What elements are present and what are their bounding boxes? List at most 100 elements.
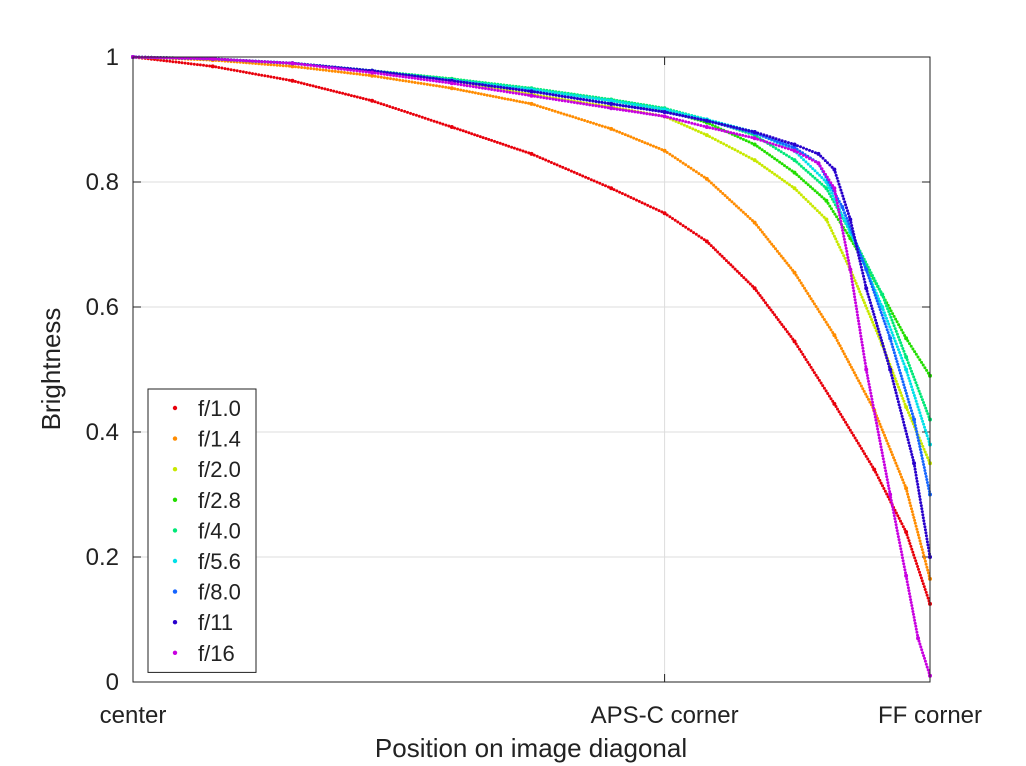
- curve-dot: [911, 550, 915, 554]
- curve-dot: [591, 96, 595, 100]
- curve-dot: [819, 381, 823, 385]
- curve-dot: [781, 142, 785, 145]
- curve-dot: [765, 140, 769, 144]
- curve-dot: [911, 610, 915, 613]
- curve-dot: [382, 103, 386, 107]
- curve-dot: [750, 129, 754, 133]
- curve-dot: [717, 122, 721, 126]
- curve-dot: [925, 478, 929, 481]
- curve-dot: [797, 162, 801, 166]
- curve-dot: [855, 244, 858, 248]
- curve-dot: [382, 76, 386, 80]
- curve-dot: [583, 119, 587, 122]
- curve-dot: [539, 95, 543, 99]
- curve-dot: [787, 332, 791, 336]
- curve-dot: [849, 221, 853, 224]
- curve-dot: [805, 155, 808, 159]
- curve-dot: [892, 382, 896, 386]
- curve-dot: [918, 448, 922, 451]
- curve-dot: [560, 99, 564, 103]
- curve-dot: [700, 236, 704, 240]
- data-point: [904, 405, 909, 409]
- data-point: [792, 148, 797, 153]
- curve-dot: [471, 85, 475, 89]
- data-point: [529, 89, 534, 94]
- curve-dot: [877, 330, 881, 334]
- curve-dot: [806, 200, 810, 204]
- curve-dot: [657, 109, 661, 113]
- data-point: [840, 205, 845, 209]
- curve-dot: [835, 215, 839, 219]
- curve-dot: [872, 290, 876, 294]
- curve-dot: [836, 179, 840, 183]
- curve-dot: [254, 62, 258, 65]
- curve-dot: [518, 100, 522, 104]
- curve-dot: [604, 184, 607, 188]
- legend-marker: [172, 589, 178, 594]
- curve-dot: [892, 336, 896, 340]
- curve-dot: [676, 220, 680, 224]
- data-point: [704, 125, 709, 129]
- curve-dot: [908, 403, 912, 407]
- curve-dot: [435, 79, 438, 83]
- curve-dot: [878, 478, 882, 482]
- curve-dot: [857, 319, 860, 323]
- legend-marker: [172, 436, 178, 441]
- curve-dot: [736, 149, 740, 153]
- curve-dot: [875, 282, 879, 286]
- curve-dot: [917, 408, 921, 412]
- curve-dot: [681, 161, 685, 165]
- data-point: [832, 186, 837, 191]
- curve-dot: [926, 668, 930, 672]
- curve-dot: [897, 348, 900, 352]
- curve-dot: [700, 173, 704, 177]
- curve-dot: [899, 391, 903, 395]
- curve-dot: [893, 458, 897, 462]
- curve-dot: [379, 102, 383, 106]
- curve-dot: [475, 134, 479, 138]
- curve-dot: [813, 176, 817, 180]
- data-point: [662, 148, 667, 153]
- curve-dot: [907, 400, 911, 404]
- curve-dot: [589, 178, 593, 182]
- curve-dot: [263, 60, 267, 64]
- curve-dot: [651, 206, 655, 210]
- curve-dot: [741, 152, 745, 156]
- curve-dot: [811, 187, 815, 191]
- curve-dot: [886, 319, 890, 323]
- curve-dot: [861, 349, 865, 353]
- curve-dot: [895, 345, 899, 349]
- curve-dot: [388, 105, 392, 109]
- curve-dot: [758, 294, 762, 297]
- curve-dot: [229, 58, 233, 62]
- curve-dot: [913, 467, 917, 471]
- curve-dot: [657, 146, 661, 150]
- curve-dot: [849, 274, 853, 278]
- curve-dot: [824, 320, 828, 324]
- curve-dot: [923, 525, 927, 529]
- curve-dot: [275, 60, 279, 64]
- curve-dot: [818, 193, 822, 197]
- curve-dot: [869, 282, 873, 286]
- curve-dot: [864, 392, 868, 396]
- curve-dot: [535, 104, 539, 108]
- curve-dot: [926, 543, 930, 547]
- curve-dot: [845, 249, 849, 253]
- curve-dot: [910, 607, 914, 610]
- curve-dot: [576, 97, 579, 101]
- curve-dot: [923, 403, 927, 407]
- curve-dot: [843, 256, 847, 260]
- curve-dot: [425, 76, 429, 80]
- curve-dot: [510, 145, 514, 149]
- curve-dot: [799, 281, 803, 285]
- curve-dot: [907, 376, 911, 380]
- curve-dot: [780, 145, 784, 149]
- curve-dot: [725, 196, 729, 200]
- curve-dot: [615, 103, 619, 107]
- curve-dot: [293, 80, 297, 83]
- curve-dot: [597, 100, 601, 104]
- curve-dot: [925, 665, 929, 669]
- curve-dot: [919, 504, 923, 508]
- curve-dot: [595, 180, 599, 184]
- curve-dot: [783, 179, 786, 183]
